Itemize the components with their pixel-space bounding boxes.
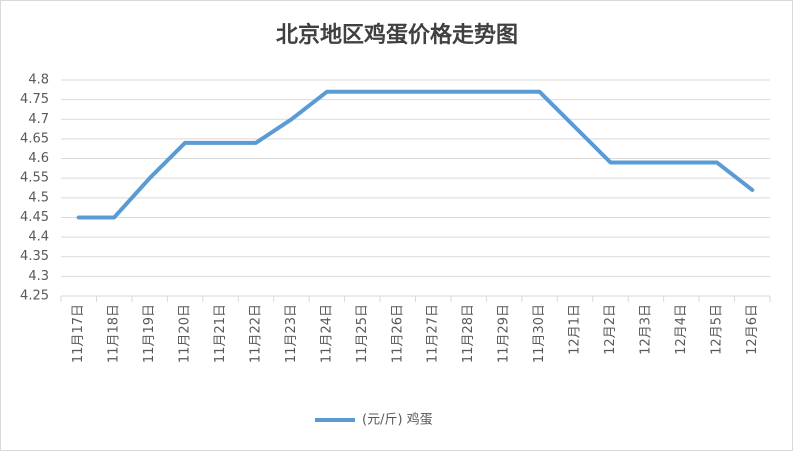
x-tick-label: 12月2日 (603, 304, 618, 355)
x-tick-label: 11月23日 (284, 304, 299, 363)
y-tick-label: 4.55 (20, 171, 49, 186)
x-tick-label: 12月5日 (709, 304, 724, 355)
y-tick-label: 4.7 (28, 112, 49, 127)
y-tick-label: 4.4 (28, 230, 49, 245)
y-tick-label: 4.75 (20, 92, 49, 107)
x-tick-label: 11月18日 (107, 304, 122, 363)
x-tick-label: 11月29日 (497, 304, 512, 363)
x-tick-label: 11月27日 (426, 304, 441, 363)
x-tick-label: 11月17日 (71, 304, 86, 363)
x-tick-label: 12月6日 (745, 304, 760, 355)
legend-label: (元/斤) 鸡蛋 (362, 412, 433, 428)
x-tick-label: 11月22日 (248, 304, 263, 363)
x-tick-label: 11月19日 (142, 304, 157, 363)
y-tick-label: 4.3 (28, 269, 49, 284)
x-tick-label: 11月24日 (319, 304, 334, 363)
y-tick-label: 4.8 (28, 73, 49, 88)
x-tick-label: 11月26日 (390, 304, 405, 363)
y-tick-label: 4.5 (28, 190, 49, 205)
y-tick-label: 4.25 (20, 289, 49, 304)
x-tick-label: 11月25日 (355, 304, 370, 363)
x-tick-label: 12月3日 (638, 304, 653, 355)
line (76, 89, 755, 220)
chart-title: 北京地区鸡蛋价格走势图 (276, 22, 518, 48)
y-tick-label: 4.65 (20, 131, 49, 146)
y-tick-label: 4.35 (20, 249, 49, 264)
x-tick-label: 11月20日 (178, 304, 193, 363)
x-tick-label: 12月4日 (674, 304, 689, 355)
x-tick-label: 12月1日 (568, 304, 583, 355)
x-tick-label: 11月30日 (532, 304, 547, 363)
y-tick-label: 4.45 (20, 210, 49, 225)
x-tick-label: 11月28日 (461, 304, 476, 363)
x-tick-label: 11月21日 (213, 304, 228, 363)
y-tick-label: 4.6 (28, 151, 49, 166)
